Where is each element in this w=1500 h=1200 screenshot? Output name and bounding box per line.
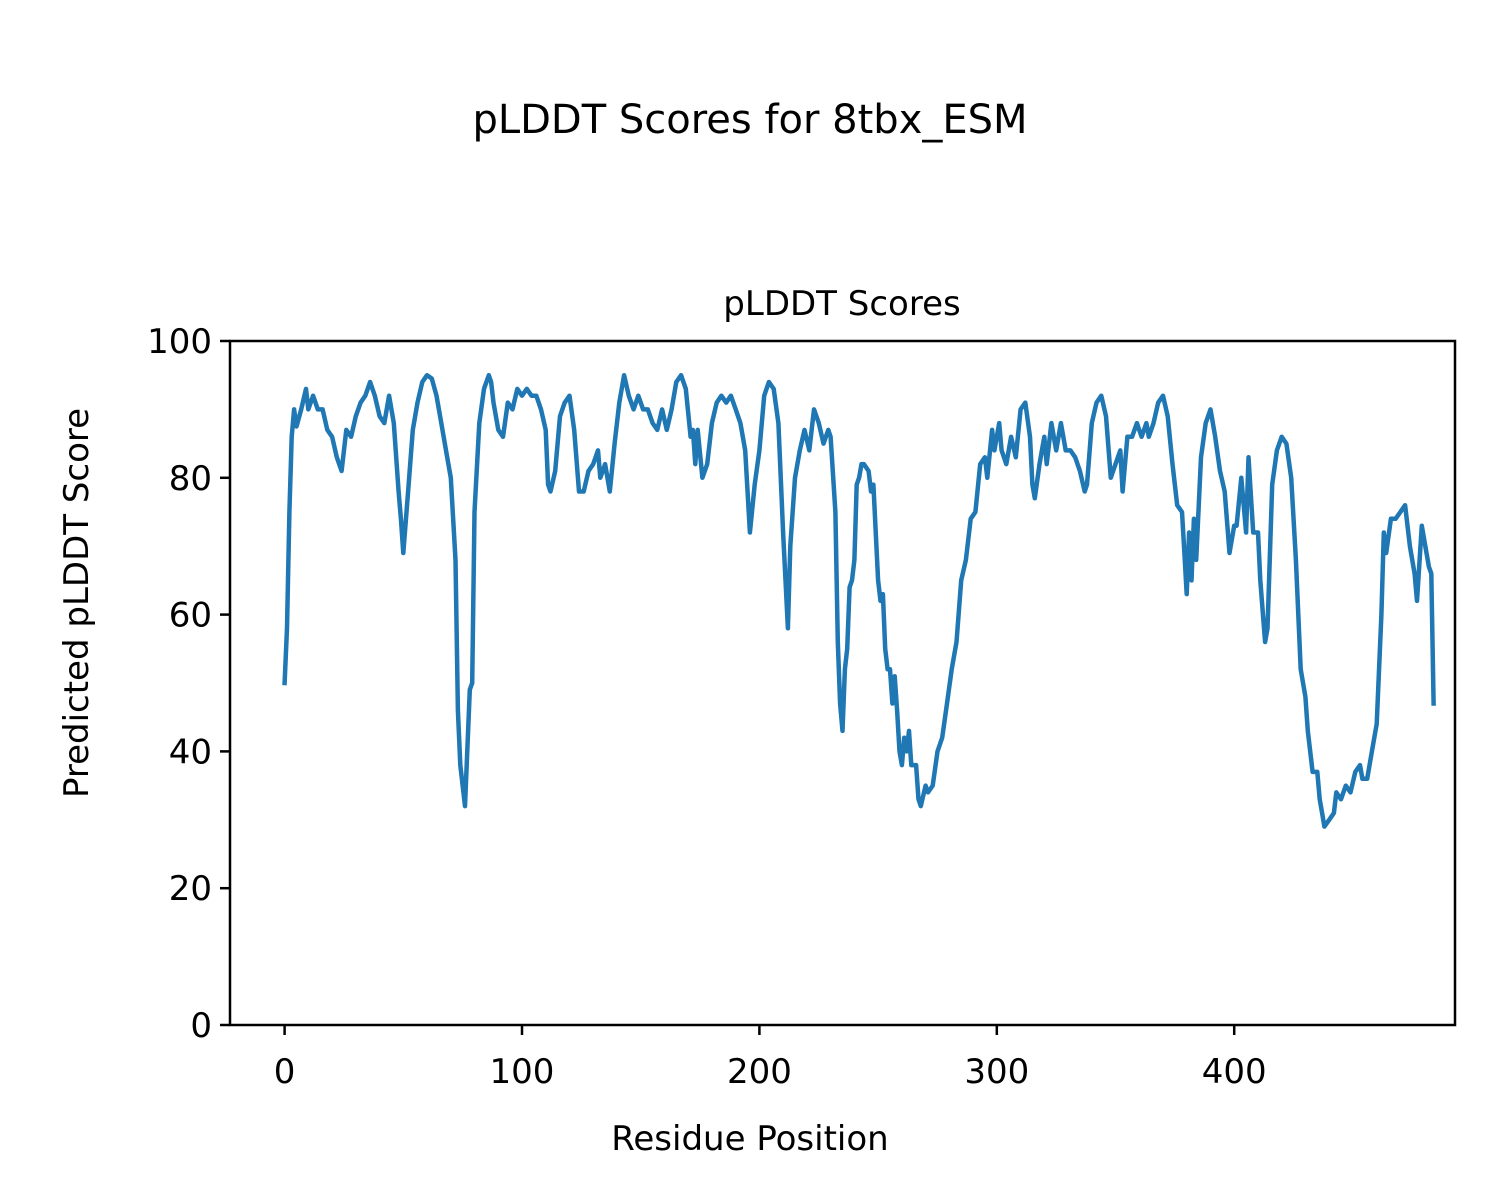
series-line-plddt [282,372,1436,829]
figure-suptitle: pLDDT Scores for 8tbx_ESM [472,97,1027,143]
y-axis-label: Predicted pLDDT Score [57,408,97,798]
x-tick-label: 200 [727,1052,792,1092]
axes-frame [228,339,1457,1027]
plot-area [282,372,1436,829]
y-tick-label: 80 [169,459,212,499]
y-axis: 0 20 40 60 80 100 [147,322,230,1046]
x-tick-label: 0 [274,1052,296,1092]
x-axis: 0 100 200 300 400 [274,1025,1267,1092]
y-tick-label: 0 [190,1006,212,1046]
axes-title: pLDDT Scores [723,284,960,324]
y-tick-label: 40 [169,732,212,772]
y-tick-label: 60 [169,596,212,636]
x-tick-label: 300 [964,1052,1029,1092]
x-axis-label: Residue Position [611,1119,888,1159]
x-tick-label: 100 [490,1052,555,1092]
y-tick-label: 20 [169,869,212,909]
x-tick-label: 400 [1202,1052,1267,1092]
y-tick-label: 100 [147,322,212,362]
